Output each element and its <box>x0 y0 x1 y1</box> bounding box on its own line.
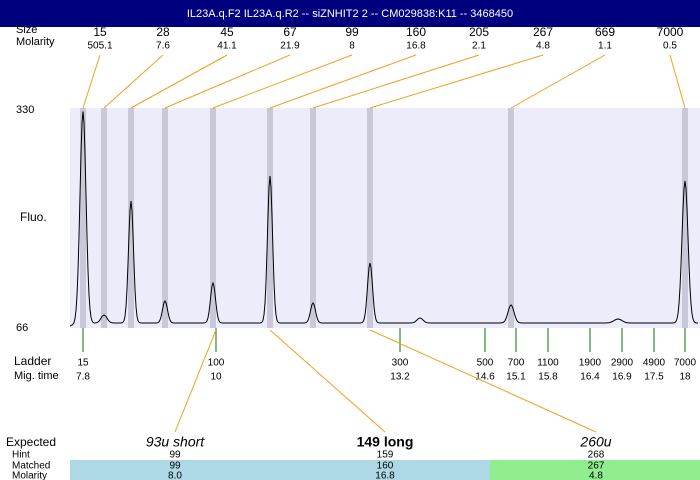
row-label: Molarity <box>16 36 55 48</box>
peak-band <box>101 108 107 328</box>
y-label: 330 <box>16 104 34 116</box>
link-line <box>82 54 101 109</box>
matched: 160 <box>377 461 394 472</box>
ladder-time: 15.8 <box>538 372 558 383</box>
link-line <box>369 329 597 433</box>
molarity: 4.8 <box>589 471 603 480</box>
link-line <box>369 54 544 109</box>
ladder-time: 14.6 <box>475 372 495 383</box>
expected-name: 149 long <box>357 434 414 450</box>
link-line <box>212 54 353 109</box>
expected-name: 93u short <box>146 434 205 450</box>
size-label: 67 <box>283 25 297 39</box>
ladder-size: 2900 <box>611 358 634 369</box>
link-line <box>130 54 228 109</box>
hint: 159 <box>377 450 394 461</box>
row-label: Hint <box>12 450 30 461</box>
link-line <box>164 54 291 109</box>
ladder-time: 7.8 <box>76 372 90 383</box>
size-label: 28 <box>156 25 170 39</box>
peak-band <box>367 108 373 328</box>
molarity-label: 2.1 <box>472 41 486 52</box>
hint: 99 <box>169 450 181 461</box>
size-label: 669 <box>595 25 615 39</box>
link-line <box>669 54 686 109</box>
ladder-size: 300 <box>392 358 409 369</box>
molarity-label: 4.8 <box>536 41 550 52</box>
matched: 99 <box>169 461 181 472</box>
matched: 267 <box>588 461 605 472</box>
peak-band <box>80 108 86 328</box>
header-bar <box>0 0 700 27</box>
molarity: 8.0 <box>168 471 182 480</box>
ladder-size: 15 <box>77 358 89 369</box>
y-axis-label: Fluo. <box>20 210 47 224</box>
size-label: 267 <box>533 25 553 39</box>
peak-band <box>508 108 514 328</box>
header-title: IL23A.q.F2 IL23A.q.R2 -- siZNHIT2 2 -- C… <box>187 8 513 20</box>
ladder-time: 15.1 <box>506 372 526 383</box>
size-label: 99 <box>345 25 359 39</box>
peak-band <box>128 108 134 328</box>
ladder-size: 500 <box>477 358 494 369</box>
matched-band <box>490 460 700 480</box>
row-label: Ladder <box>14 354 51 368</box>
row-label: Molarity <box>12 471 47 480</box>
molarity-label: 8 <box>349 41 355 52</box>
peak-band <box>310 108 316 328</box>
peak-band <box>682 108 688 328</box>
ladder-time: 16.4 <box>580 372 600 383</box>
link-line <box>103 54 164 109</box>
row-label: Mig. time <box>14 370 59 382</box>
y-label: 66 <box>16 322 28 334</box>
peak-band <box>162 108 168 328</box>
ladder-size: 7000 <box>674 358 697 369</box>
link-line <box>312 54 480 109</box>
link-line <box>174 329 217 433</box>
ladder-time: 13.2 <box>390 372 410 383</box>
link-line <box>269 54 417 109</box>
ladder-time: 10 <box>210 372 222 383</box>
molarity-label: 41.1 <box>217 41 237 52</box>
molarity-label: 505.1 <box>87 41 112 52</box>
hint: 268 <box>588 450 605 461</box>
ladder-size: 1100 <box>537 358 559 369</box>
size-label: 15 <box>93 25 107 39</box>
ladder-time: 16.9 <box>612 372 632 383</box>
link-line <box>269 329 386 433</box>
molarity-label: 7.6 <box>156 41 170 52</box>
peak-band <box>210 108 216 328</box>
matched-band <box>70 460 490 480</box>
ladder-time: 18 <box>679 372 691 383</box>
ladder-size: 1900 <box>579 358 602 369</box>
molarity-label: 0.5 <box>663 41 677 52</box>
ladder-size: 4900 <box>643 358 666 369</box>
plot-area <box>70 108 700 328</box>
size-label: 205 <box>469 25 489 39</box>
trace <box>69 111 698 327</box>
size-label: 7000 <box>657 25 684 39</box>
ladder-size: 100 <box>208 358 225 369</box>
row-label: Expected <box>6 435 56 449</box>
molarity-label: 1.1 <box>598 41 612 52</box>
ladder-time: 17.5 <box>644 372 664 383</box>
molarity-label: 16.8 <box>406 41 426 52</box>
row-label: Size <box>16 24 37 36</box>
molarity-label: 21.9 <box>280 41 300 52</box>
link-line <box>510 54 606 109</box>
peak-band <box>267 108 273 328</box>
size-label: 160 <box>406 25 426 39</box>
ladder-size: 700 <box>508 358 525 369</box>
size-label: 45 <box>220 25 234 39</box>
expected-name: 260u <box>579 434 611 450</box>
molarity: 16.8 <box>375 471 395 480</box>
row-label: Matched <box>12 461 50 472</box>
